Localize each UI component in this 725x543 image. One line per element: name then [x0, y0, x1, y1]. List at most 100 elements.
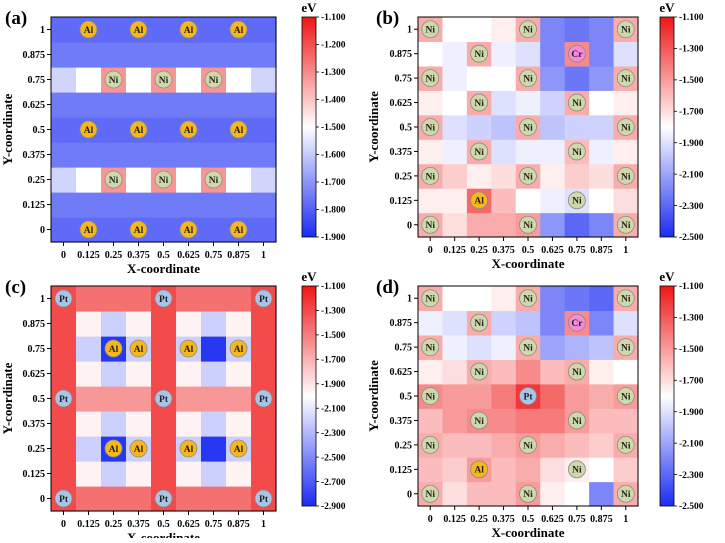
atom-circle [567, 411, 586, 430]
panel-c: (c) 0 0.125 0.25 0.375 0.5 0.625 0.75 0.875 1 0 0.1… [0, 269, 346, 543]
atom-marker-al: Al [129, 20, 148, 39]
atom-label: Ni [572, 99, 582, 109]
heatmap-cell [251, 311, 277, 337]
atom-circle [154, 289, 173, 308]
x-tick-label: 0 [428, 245, 433, 256]
atom-circle [179, 339, 198, 358]
heatmap-cell [589, 41, 615, 67]
heatmap-cell [101, 486, 127, 512]
heatmap-cell [540, 310, 566, 336]
heatmap-cell [151, 436, 177, 462]
colorbar-unit: eV [659, 269, 675, 284]
heatmap-cell [540, 139, 566, 165]
atom-label: Ni [621, 26, 631, 36]
atom-circle [54, 289, 73, 308]
atom-marker-ni: Ni [470, 411, 489, 430]
heatmap-cell [442, 139, 468, 165]
y-tick-label: 1 [407, 294, 412, 305]
heatmap-cell [540, 188, 566, 214]
y-tick-label: 0.125 [390, 465, 413, 476]
y-tick-label: 0.25 [28, 444, 46, 455]
atom-circle [179, 20, 198, 39]
heatmap-cell [515, 188, 541, 214]
x-tick-label: 0.25 [470, 514, 488, 525]
atom-marker-al: Al [179, 120, 198, 139]
y-tick-label: 0.375 [23, 150, 46, 161]
x-tick-label: 1 [261, 519, 266, 530]
heatmap-cell [151, 336, 177, 362]
atom-label: Al [234, 226, 244, 236]
atom-label: Ni [474, 417, 484, 427]
atom-circle [421, 484, 440, 503]
heatmap-cell [151, 92, 177, 118]
atom-label: Ni [621, 123, 631, 133]
atom-circle [204, 70, 223, 89]
atom-label: Al [184, 445, 194, 455]
atom-marker-ni: Ni [204, 70, 223, 89]
heatmap-cell [176, 92, 202, 118]
atom-circle [229, 220, 248, 239]
heatmap-cell [76, 67, 102, 93]
x-tick-label: 0.125 [77, 250, 100, 261]
heatmap-cell [226, 92, 252, 118]
atom-circle [470, 44, 489, 63]
atom-circle [179, 439, 198, 458]
atom-label: Al [84, 226, 94, 236]
colorbar-tick-label: -1.300 [321, 307, 346, 317]
heatmap-cell [176, 311, 202, 337]
heatmap-cell [201, 42, 227, 68]
y-tick-label: 0.75 [28, 344, 46, 355]
atom-marker-ni: Ni [519, 118, 537, 136]
atom-marker-pt: Pt [254, 289, 273, 308]
heatmap-cell [418, 359, 444, 385]
heatmap-cell [564, 383, 590, 409]
heatmap-cell [151, 42, 177, 68]
atom-circle [470, 191, 489, 210]
atom-circle [567, 191, 586, 210]
y-tick-label: 1 [407, 25, 412, 36]
heatmap-cell [76, 461, 102, 487]
atom-circle [519, 215, 537, 234]
atom-marker-ni: Ni [470, 44, 489, 63]
atom-circle [616, 166, 635, 185]
y-tick-label: 0.375 [390, 416, 413, 427]
heatmap-cell [101, 117, 127, 143]
x-axis-label: X-coordinate [492, 256, 565, 271]
atom-marker-ni: Ni [154, 70, 173, 89]
heatmap-cell [251, 361, 277, 387]
y-tick-label: 0.625 [390, 367, 413, 378]
x-tick-label: 0.875 [227, 250, 250, 261]
atom-marker-ni: Ni [616, 338, 635, 357]
atom-marker-al: Al [229, 339, 248, 358]
atom-circle [421, 435, 440, 454]
atom-circle [129, 339, 148, 358]
colorbar-tick-label: -2.300 [679, 202, 704, 212]
atom-marker-al: Al [129, 439, 148, 458]
heatmap-cell [418, 139, 444, 165]
atom-circle [519, 166, 537, 185]
heatmap-cell [418, 188, 444, 214]
atom-label: Ni [425, 441, 435, 451]
atom-label: Al [234, 445, 244, 455]
atom-label: Al [234, 345, 244, 355]
atom-label: Ni [425, 490, 435, 500]
heatmap-cell [151, 361, 177, 387]
heatmap-cell [201, 336, 227, 362]
atom-circle [616, 289, 635, 308]
heatmap-cell [442, 114, 468, 140]
heatmap-cell [76, 92, 102, 118]
atom-marker-ni: Ni [567, 93, 586, 112]
heatmap-cell [126, 42, 152, 68]
colorbar-tick-label: -1.300 [679, 314, 704, 324]
atom-marker-ni: Ni [616, 435, 635, 454]
heatmap-cell [226, 42, 252, 68]
atom-label: Al [184, 26, 194, 36]
heatmap-cell [589, 286, 615, 312]
heatmap-cell [442, 457, 468, 483]
heatmap-cell [442, 163, 468, 189]
heatmap-cell [589, 457, 615, 483]
atom-marker-pt: Pt [254, 489, 273, 508]
colorbar-tick-label: -2.900 [321, 502, 346, 512]
heatmap-cell [176, 411, 202, 437]
colorbar-tick-label: -2.500 [321, 453, 346, 463]
